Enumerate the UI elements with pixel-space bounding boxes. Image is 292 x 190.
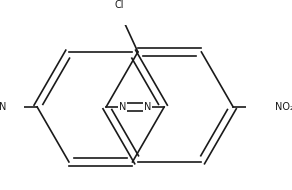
Text: Cl: Cl	[114, 0, 124, 10]
Text: N: N	[119, 102, 126, 112]
Text: NO₂: NO₂	[275, 102, 292, 112]
Text: N: N	[0, 102, 6, 112]
Text: N: N	[144, 102, 152, 112]
